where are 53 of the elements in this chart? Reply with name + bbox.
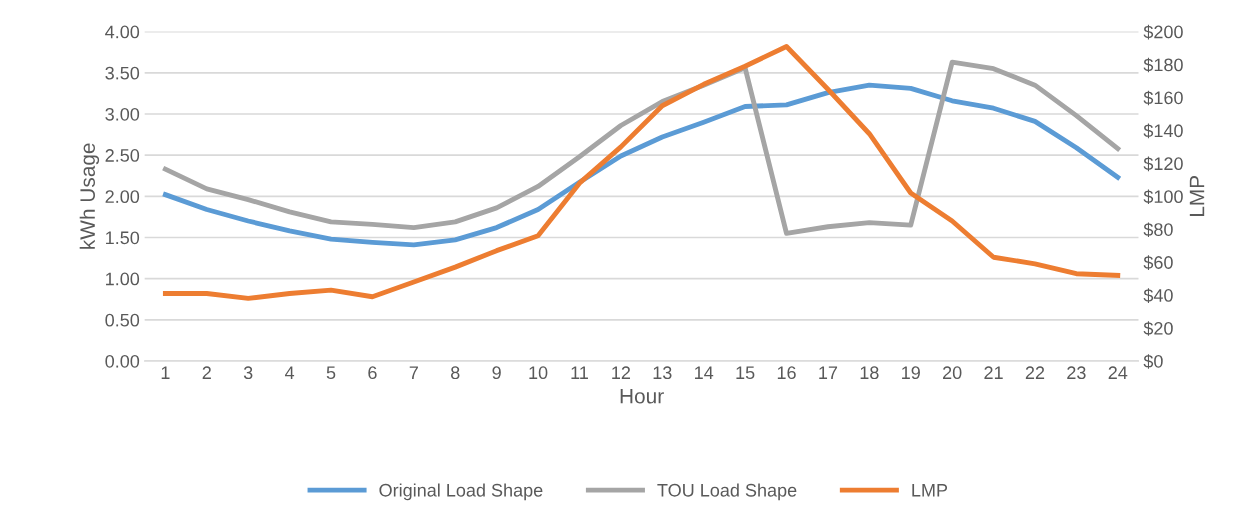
y-tick-label: 4.00 [105, 25, 140, 39]
x-tick-label: 12 [612, 366, 631, 379]
x-tick-label: 20 [943, 366, 962, 380]
x-tick-label: 6 [368, 366, 377, 380]
x-tick-label: 15 [736, 366, 755, 380]
line-series [162, 44, 1121, 301]
y2-tick-label: $20 [1143, 321, 1173, 336]
line-series [162, 59, 1121, 236]
x-tick-label: 14 [695, 366, 714, 379]
x-tick-label: 8 [451, 366, 460, 380]
y-tick-label: 3.00 [105, 107, 140, 121]
y2-tick-label: $100 [1143, 189, 1183, 205]
y2-tick-label: $180 [1143, 57, 1183, 73]
x-tick-label: 2 [202, 366, 211, 379]
x-tick-label: 3 [243, 366, 253, 380]
x-tick-label: 5 [326, 366, 336, 380]
y2-tick-label: $80 [1143, 222, 1173, 238]
line-series [162, 82, 1121, 248]
x-tick-label: 9 [492, 366, 501, 380]
y2-tick-label: $120 [1143, 156, 1183, 172]
x-tick-label: 1 [161, 366, 170, 379]
y-tick-label: 3.50 [105, 66, 140, 80]
y2-tick-label: $60 [1143, 255, 1173, 270]
y-tick-label: 1.00 [106, 272, 140, 286]
x-tick-label: 13 [653, 366, 672, 380]
y-tick-label: 1.50 [106, 231, 140, 245]
x-tick-label: 4 [285, 366, 295, 379]
y2-tick-label: $140 [1143, 123, 1183, 139]
x-tick-label: 11 [571, 366, 588, 379]
x-tick-label: 19 [902, 366, 920, 380]
y-axis-title: kWh Usage [79, 143, 100, 249]
x-axis-title: Hour [620, 389, 664, 404]
x-tick-label: 22 [1025, 366, 1045, 379]
y2-axis-title: LMP [1189, 175, 1205, 217]
x-tick-label: 17 [819, 366, 838, 379]
y-tick-label: 2.50 [105, 149, 140, 162]
x-tick-label: 23 [1067, 366, 1086, 380]
x-tick-label: 10 [529, 366, 548, 380]
y-tick-label: 0.50 [105, 313, 140, 327]
x-tick-label: 18 [860, 366, 879, 380]
x-tick-label: 21 [984, 366, 1003, 379]
x-tick-label: 7 [409, 366, 418, 379]
legend-label: TOU Load Shape [657, 483, 797, 501]
y2-tick-label: $160 [1143, 90, 1183, 106]
y2-tick-label: $0 [1143, 354, 1163, 369]
y2-tick-label: $40 [1143, 288, 1173, 303]
y2-tick-label: $200 [1143, 24, 1183, 40]
y-tick-label: 2.00 [105, 190, 140, 204]
x-tick-label: 16 [777, 366, 796, 380]
legend-label: LMP [912, 484, 948, 497]
legend-label: Original Load Shape [379, 483, 543, 501]
x-tick-label: 24 [1108, 366, 1128, 379]
y-tick-label: 0.00 [105, 354, 140, 368]
